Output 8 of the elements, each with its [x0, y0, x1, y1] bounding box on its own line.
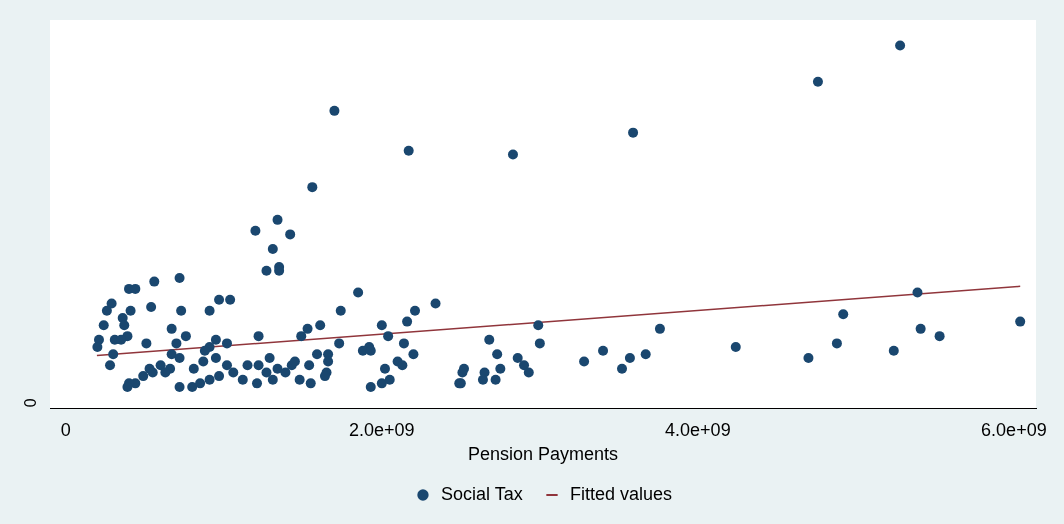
x-tick-label: 4.0e+09	[665, 419, 731, 440]
x-tick-label: 0	[60, 419, 71, 440]
x-axis-title: Pension Payments	[467, 444, 619, 465]
x-tick-label: 6.0e+09	[981, 419, 1047, 440]
legend-label: Social Tax	[440, 483, 523, 504]
text: 0	[22, 398, 40, 408]
legend-label: Fitted values	[569, 483, 673, 504]
x-tick-label: 2.0e+09	[349, 419, 415, 440]
